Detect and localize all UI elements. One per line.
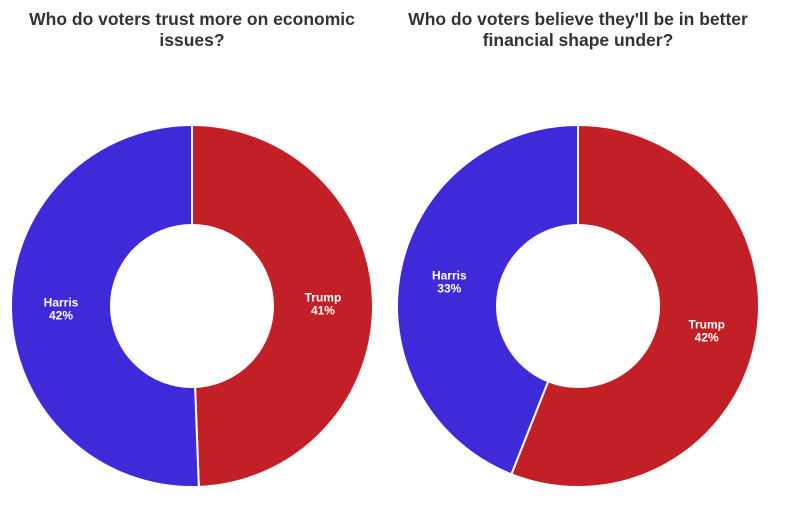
chart-title-economic-trust: Who do voters trust more on economic iss… — [7, 9, 377, 51]
donut-chart-economic-trust: Trump 41% Harris 42% — [10, 124, 374, 488]
donut-slice-harris[interactable] — [396, 124, 579, 476]
chart-title-line: Who do voters trust more on economic — [29, 9, 355, 29]
chart-title-line: Who do voters believe they'll be in bett… — [408, 9, 748, 29]
slice-label-trump: Trump 42% — [688, 318, 725, 345]
donut-slice-harris[interactable] — [10, 124, 200, 488]
donut-slice-trump[interactable] — [510, 124, 760, 488]
chart-title-line: issues? — [159, 30, 225, 50]
slice-label-harris: Harris 33% — [432, 268, 467, 295]
chart-title-financial-shape: Who do voters believe they'll be in bett… — [393, 9, 763, 51]
donut-chart-financial-shape: Trump 42% Harris 33% — [396, 124, 760, 488]
slice-label-harris: Harris 42% — [44, 295, 79, 322]
slice-label-trump: Trump 41% — [305, 291, 342, 318]
donut-slice-trump[interactable] — [191, 124, 374, 488]
chart-title-line: financial shape under? — [482, 30, 674, 50]
